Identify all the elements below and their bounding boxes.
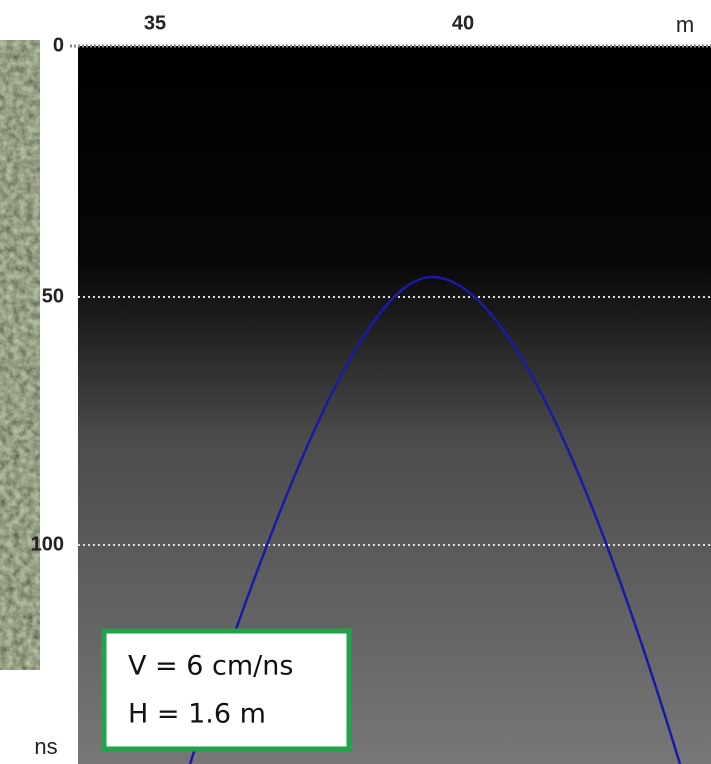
y-tick-label: 50 bbox=[42, 285, 64, 307]
x-tick-label: 40 bbox=[452, 12, 474, 34]
hyperbola-fit bbox=[188, 275, 682, 764]
annotation-box bbox=[101, 628, 352, 752]
x-unit: m bbox=[676, 12, 694, 37]
y-tick-label: 100 bbox=[31, 533, 64, 555]
photo-strip bbox=[0, 40, 40, 670]
x-tick-label: 35 bbox=[144, 12, 166, 34]
y-tick-label: 0 bbox=[53, 34, 64, 56]
annotation-line: V = 6 cm/ns bbox=[128, 651, 293, 682]
y-unit: ns bbox=[34, 734, 57, 759]
annotation-line: H = 1.6 m bbox=[128, 699, 266, 730]
